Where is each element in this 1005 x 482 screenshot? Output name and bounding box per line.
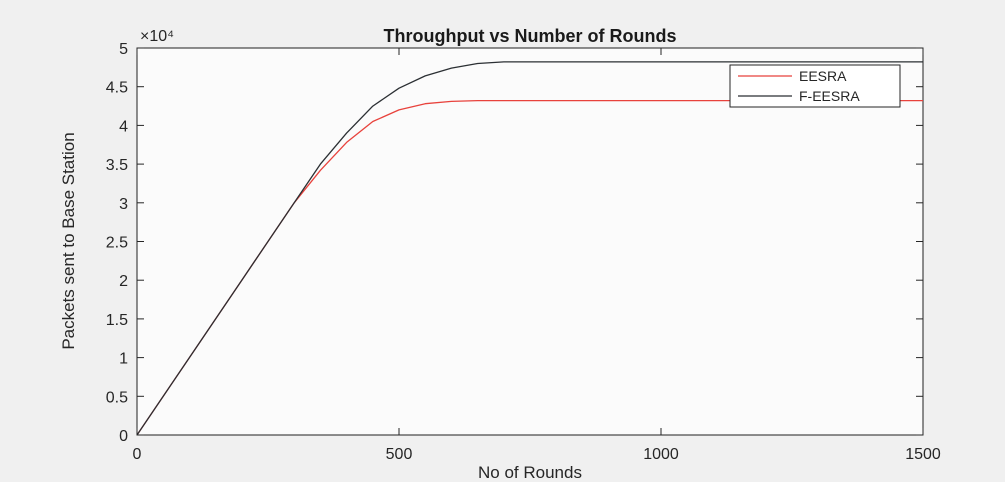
x-tick-label: 500 (386, 446, 413, 463)
x-axis-label: No of Rounds (478, 463, 582, 482)
y-tick-label: 4 (119, 118, 128, 135)
y-axis-label: Packets sent to Base Station (59, 132, 78, 349)
x-tick-label: 1500 (905, 446, 941, 463)
y-tick-label: 1 (119, 351, 128, 368)
y-tick-label: 2.5 (106, 235, 128, 252)
y-tick-label: 5 (119, 41, 128, 58)
y-tick-label: 0.5 (106, 389, 128, 406)
y-tick-label: 0 (119, 428, 128, 445)
x-tick-label: 0 (133, 446, 142, 463)
legend-label-f-eesra: F-EESRA (799, 88, 860, 104)
y-tick-label: 1.5 (106, 312, 128, 329)
y-tick-label: 3.5 (106, 157, 128, 174)
legend: EESRA F-EESRA (729, 64, 901, 108)
y-tick-label: 4.5 (106, 80, 128, 97)
y-tick-label: 2 (119, 273, 128, 290)
y-exponent: ×10⁴ (140, 28, 174, 45)
chart-title: Throughput vs Number of Rounds (384, 26, 677, 46)
series-line-f-eesra (136, 61, 923, 436)
x-tick-label: 1000 (643, 446, 679, 463)
y-tick-label: 3 (119, 196, 128, 213)
legend-label-eesra: EESRA (799, 68, 847, 84)
legend-box (729, 64, 901, 108)
